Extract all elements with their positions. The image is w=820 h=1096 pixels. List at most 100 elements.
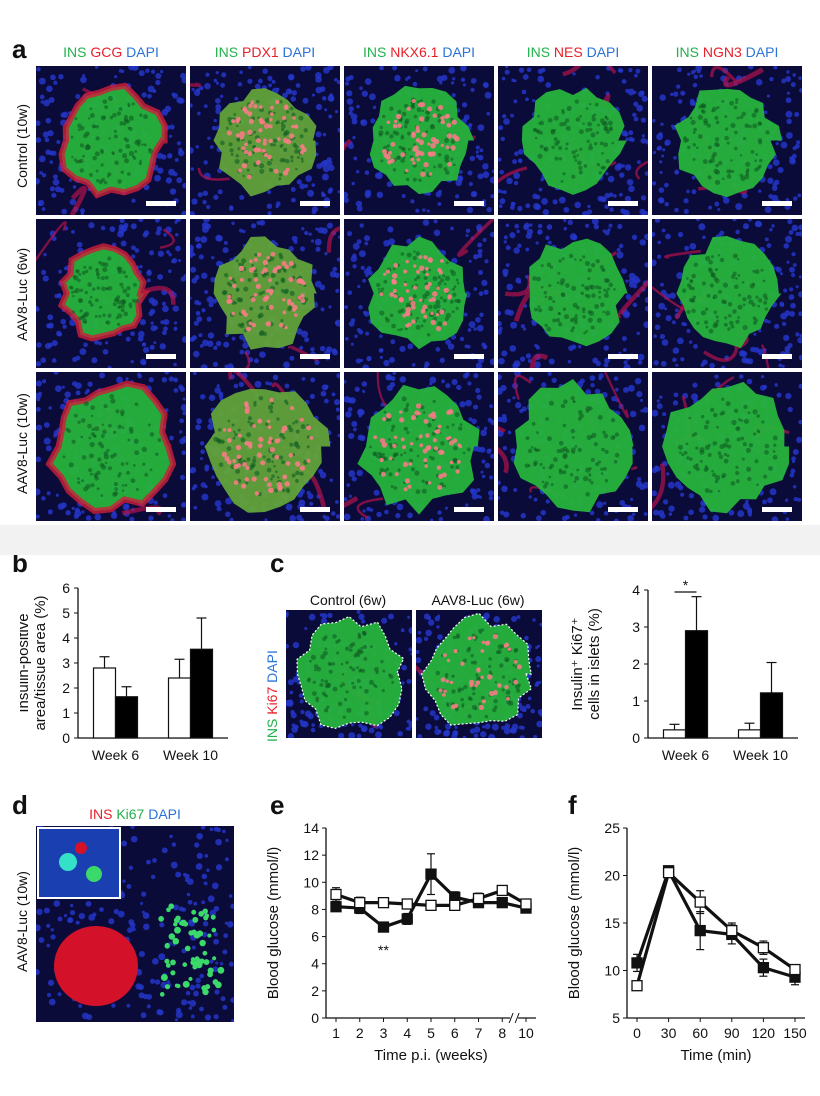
significance-marker: * bbox=[683, 578, 689, 593]
data-point bbox=[330, 888, 342, 901]
panel-d-side-label: AAV8-Luc (10w) bbox=[14, 871, 30, 972]
micrograph-r2-c5 bbox=[652, 219, 802, 368]
micrograph-texture bbox=[416, 610, 542, 738]
data-point bbox=[520, 898, 532, 910]
scale-bar bbox=[608, 201, 638, 206]
micrograph-texture bbox=[652, 372, 802, 521]
data-point bbox=[401, 898, 413, 910]
y-tick-label: 4 bbox=[311, 956, 319, 972]
data-point bbox=[377, 896, 390, 909]
bar bbox=[662, 729, 687, 739]
column-label-green-stain: INS bbox=[63, 44, 87, 60]
x-tick-label: 5 bbox=[427, 1025, 435, 1041]
column-label-blue-stain: DAPI bbox=[126, 44, 159, 60]
series-line bbox=[635, 866, 796, 979]
x-tick-label: 6 bbox=[451, 1025, 459, 1041]
scale-bar bbox=[454, 354, 484, 359]
micrograph-texture bbox=[286, 610, 412, 738]
panel-letter-d: d bbox=[12, 790, 28, 820]
data-point bbox=[425, 868, 437, 880]
y-tick-label: 8 bbox=[311, 901, 319, 917]
scale-bar bbox=[300, 507, 330, 512]
scale-bar bbox=[762, 507, 792, 512]
scale-bar bbox=[608, 354, 638, 359]
scale-bar bbox=[762, 201, 792, 206]
micrograph-r1-c4 bbox=[498, 66, 648, 215]
data-point bbox=[496, 896, 508, 909]
y-tick-label: 1 bbox=[632, 693, 640, 709]
axis-break bbox=[510, 1012, 519, 1024]
micrograph-r1-c5 bbox=[652, 66, 802, 215]
micrograph-r1-c2 bbox=[190, 66, 340, 215]
column-label-blue-stain: DAPI bbox=[442, 44, 476, 60]
x-tick-label: 150 bbox=[783, 1025, 807, 1041]
data-point bbox=[631, 957, 643, 969]
data-point bbox=[401, 913, 413, 925]
scale-bar bbox=[762, 354, 792, 359]
panel-letter-c: c bbox=[270, 548, 285, 578]
micrograph-r3-c1 bbox=[36, 372, 186, 521]
panel-d-top-label: INS Ki67 DAPI bbox=[89, 806, 181, 822]
row-label-1: Control (10w) bbox=[14, 103, 30, 188]
panel-letter-b: b bbox=[12, 548, 28, 578]
x-tick-label: Week 10 bbox=[733, 747, 788, 763]
scale-bar bbox=[300, 201, 330, 206]
micrograph-r2-c3 bbox=[344, 219, 494, 368]
y-axis-label: Insulin-positivearea/tissue area (%) bbox=[20, 595, 49, 730]
micrograph-r1-c1 bbox=[36, 66, 186, 215]
x-tick-label: 8 bbox=[498, 1025, 506, 1041]
x-tick-label: 0 bbox=[633, 1025, 641, 1041]
bar bbox=[92, 667, 117, 739]
panel-c-title-control: Control (6w) bbox=[309, 592, 387, 608]
column-label-green-stain: INS bbox=[675, 44, 699, 60]
panel-letter-a: a bbox=[12, 34, 27, 64]
micrograph-texture bbox=[190, 219, 340, 368]
y-tick-label: 2 bbox=[62, 680, 70, 696]
bar bbox=[189, 648, 214, 739]
micrograph-texture bbox=[652, 219, 802, 368]
panel-c-bar-chart: 0 1 2 3 4 Week 6 Week 10 Insulin⁺ Ki67⁺cells in… bbox=[569, 578, 798, 763]
y-tick-label: 5 bbox=[612, 1010, 620, 1026]
data-point bbox=[757, 961, 770, 974]
scale-bar bbox=[146, 507, 176, 512]
panel-f-line-chart: 5 10 15 20 25 0 30 60 90 120 150 Blood glucose (mmo… bbox=[566, 820, 807, 1064]
column-label-red-stain: NGN3 bbox=[702, 44, 742, 60]
y-tick-label: 6 bbox=[62, 580, 70, 596]
micrograph-r3-c5 bbox=[652, 372, 802, 521]
data-point bbox=[472, 892, 485, 905]
y-tick-label: 6 bbox=[311, 929, 319, 945]
y-axis-label: Insulin⁺ Ki67⁺cells in islets (%) bbox=[569, 608, 603, 720]
y-tick-label: 12 bbox=[303, 847, 319, 863]
column-label-blue-stain: DAPI bbox=[282, 44, 316, 60]
bar bbox=[737, 729, 762, 739]
y-tick-label: 10 bbox=[303, 874, 319, 890]
y-tick-label: 10 bbox=[604, 963, 620, 979]
data-point bbox=[449, 899, 461, 912]
data-point bbox=[377, 921, 390, 933]
micrograph-r3-c4 bbox=[498, 372, 648, 521]
micrograph-r2-c4 bbox=[498, 219, 648, 368]
micrograph-texture bbox=[344, 372, 494, 521]
scale-bar bbox=[146, 201, 176, 206]
y-tick-label: 3 bbox=[632, 619, 640, 635]
data-point bbox=[726, 924, 738, 937]
micrograph-texture bbox=[36, 826, 234, 1022]
y-tick-label: 0 bbox=[632, 730, 640, 746]
micrograph-texture bbox=[344, 66, 494, 215]
y-tick-label: 3 bbox=[62, 655, 70, 671]
column-label-blue-stain: DAPI bbox=[586, 44, 620, 60]
micrograph-texture bbox=[36, 219, 186, 368]
micrograph-texture bbox=[344, 219, 494, 368]
micrograph-texture bbox=[498, 66, 648, 215]
panel-c-micrograph-control bbox=[286, 610, 412, 738]
column-label-1: INS GCG DAPI bbox=[36, 44, 186, 60]
micrograph-texture bbox=[36, 372, 186, 521]
x-tick-label: 7 bbox=[475, 1025, 483, 1041]
x-tick-label: 10 bbox=[518, 1025, 534, 1041]
data-point bbox=[631, 980, 643, 992]
panel-d-micrograph bbox=[36, 826, 234, 1022]
y-tick-label: 4 bbox=[62, 630, 70, 646]
bar bbox=[684, 630, 709, 739]
data-point bbox=[354, 896, 366, 909]
y-axis-label: Blood glucose (mmol/l) bbox=[265, 847, 282, 1000]
